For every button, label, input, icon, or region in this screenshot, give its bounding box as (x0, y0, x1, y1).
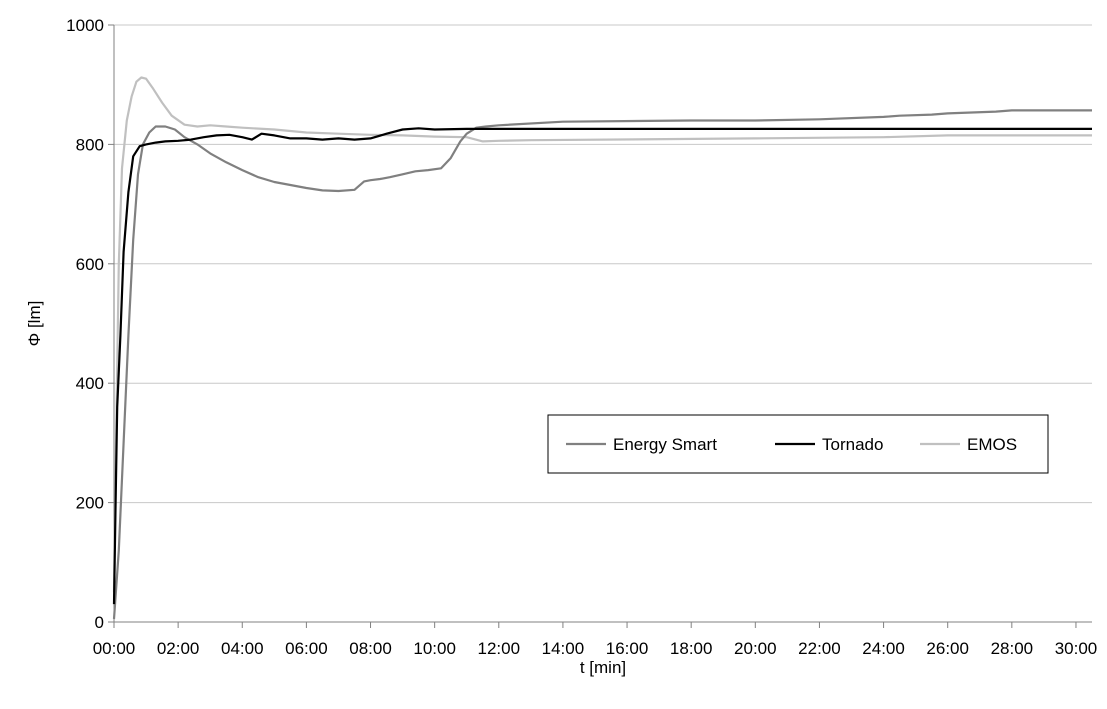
x-tick-label: 14:00 (542, 639, 585, 658)
y-tick-label: 400 (76, 374, 104, 393)
x-tick-label: 20:00 (734, 639, 777, 658)
y-tick-label: 200 (76, 494, 104, 513)
x-tick-label: 18:00 (670, 639, 713, 658)
y-tick-label: 800 (76, 135, 104, 154)
legend: Energy Smart Tornado EMOS (547, 414, 1049, 474)
x-tick-label: 16:00 (606, 639, 649, 658)
legend-label: Energy Smart (613, 435, 717, 454)
tick-labels: 0 200 400 600 800 1000 00:00 02:00 04:00 06:00 08:… (66, 16, 1097, 658)
x-tick-label: 00:00 (93, 639, 136, 658)
x-axis-title: t [min] (580, 658, 626, 677)
x-tick-label: 28:00 (991, 639, 1034, 658)
x-tick-label: 22:00 (798, 639, 841, 658)
y-axis-title: Φ [lm] (25, 301, 44, 347)
x-tick-label: 12:00 (478, 639, 521, 658)
x-tick-label: 30:00 (1055, 639, 1098, 658)
series-line-energy-smart (112, 109, 1092, 620)
x-tick-label: 08:00 (349, 639, 392, 658)
x-tick-label: 06:00 (285, 639, 328, 658)
x-tick-label: 02:00 (157, 639, 200, 658)
series-lines (112, 76, 1092, 620)
y-tick-label: 600 (76, 255, 104, 274)
series-line-emos (112, 76, 1092, 593)
x-tick-label: 26:00 (926, 639, 969, 658)
y-tick-label: 0 (95, 613, 104, 632)
axes (108, 24, 1092, 628)
x-tick-label: 04:00 (221, 639, 264, 658)
y-tick-label: 1000 (66, 16, 104, 35)
legend-label: EMOS (967, 435, 1017, 454)
x-tick-label: 10:00 (413, 639, 456, 658)
series-line-tornado (112, 127, 1092, 605)
legend-label: Tornado (822, 435, 883, 454)
x-tick-label: 24:00 (862, 639, 905, 658)
gridlines (114, 24, 1092, 504)
